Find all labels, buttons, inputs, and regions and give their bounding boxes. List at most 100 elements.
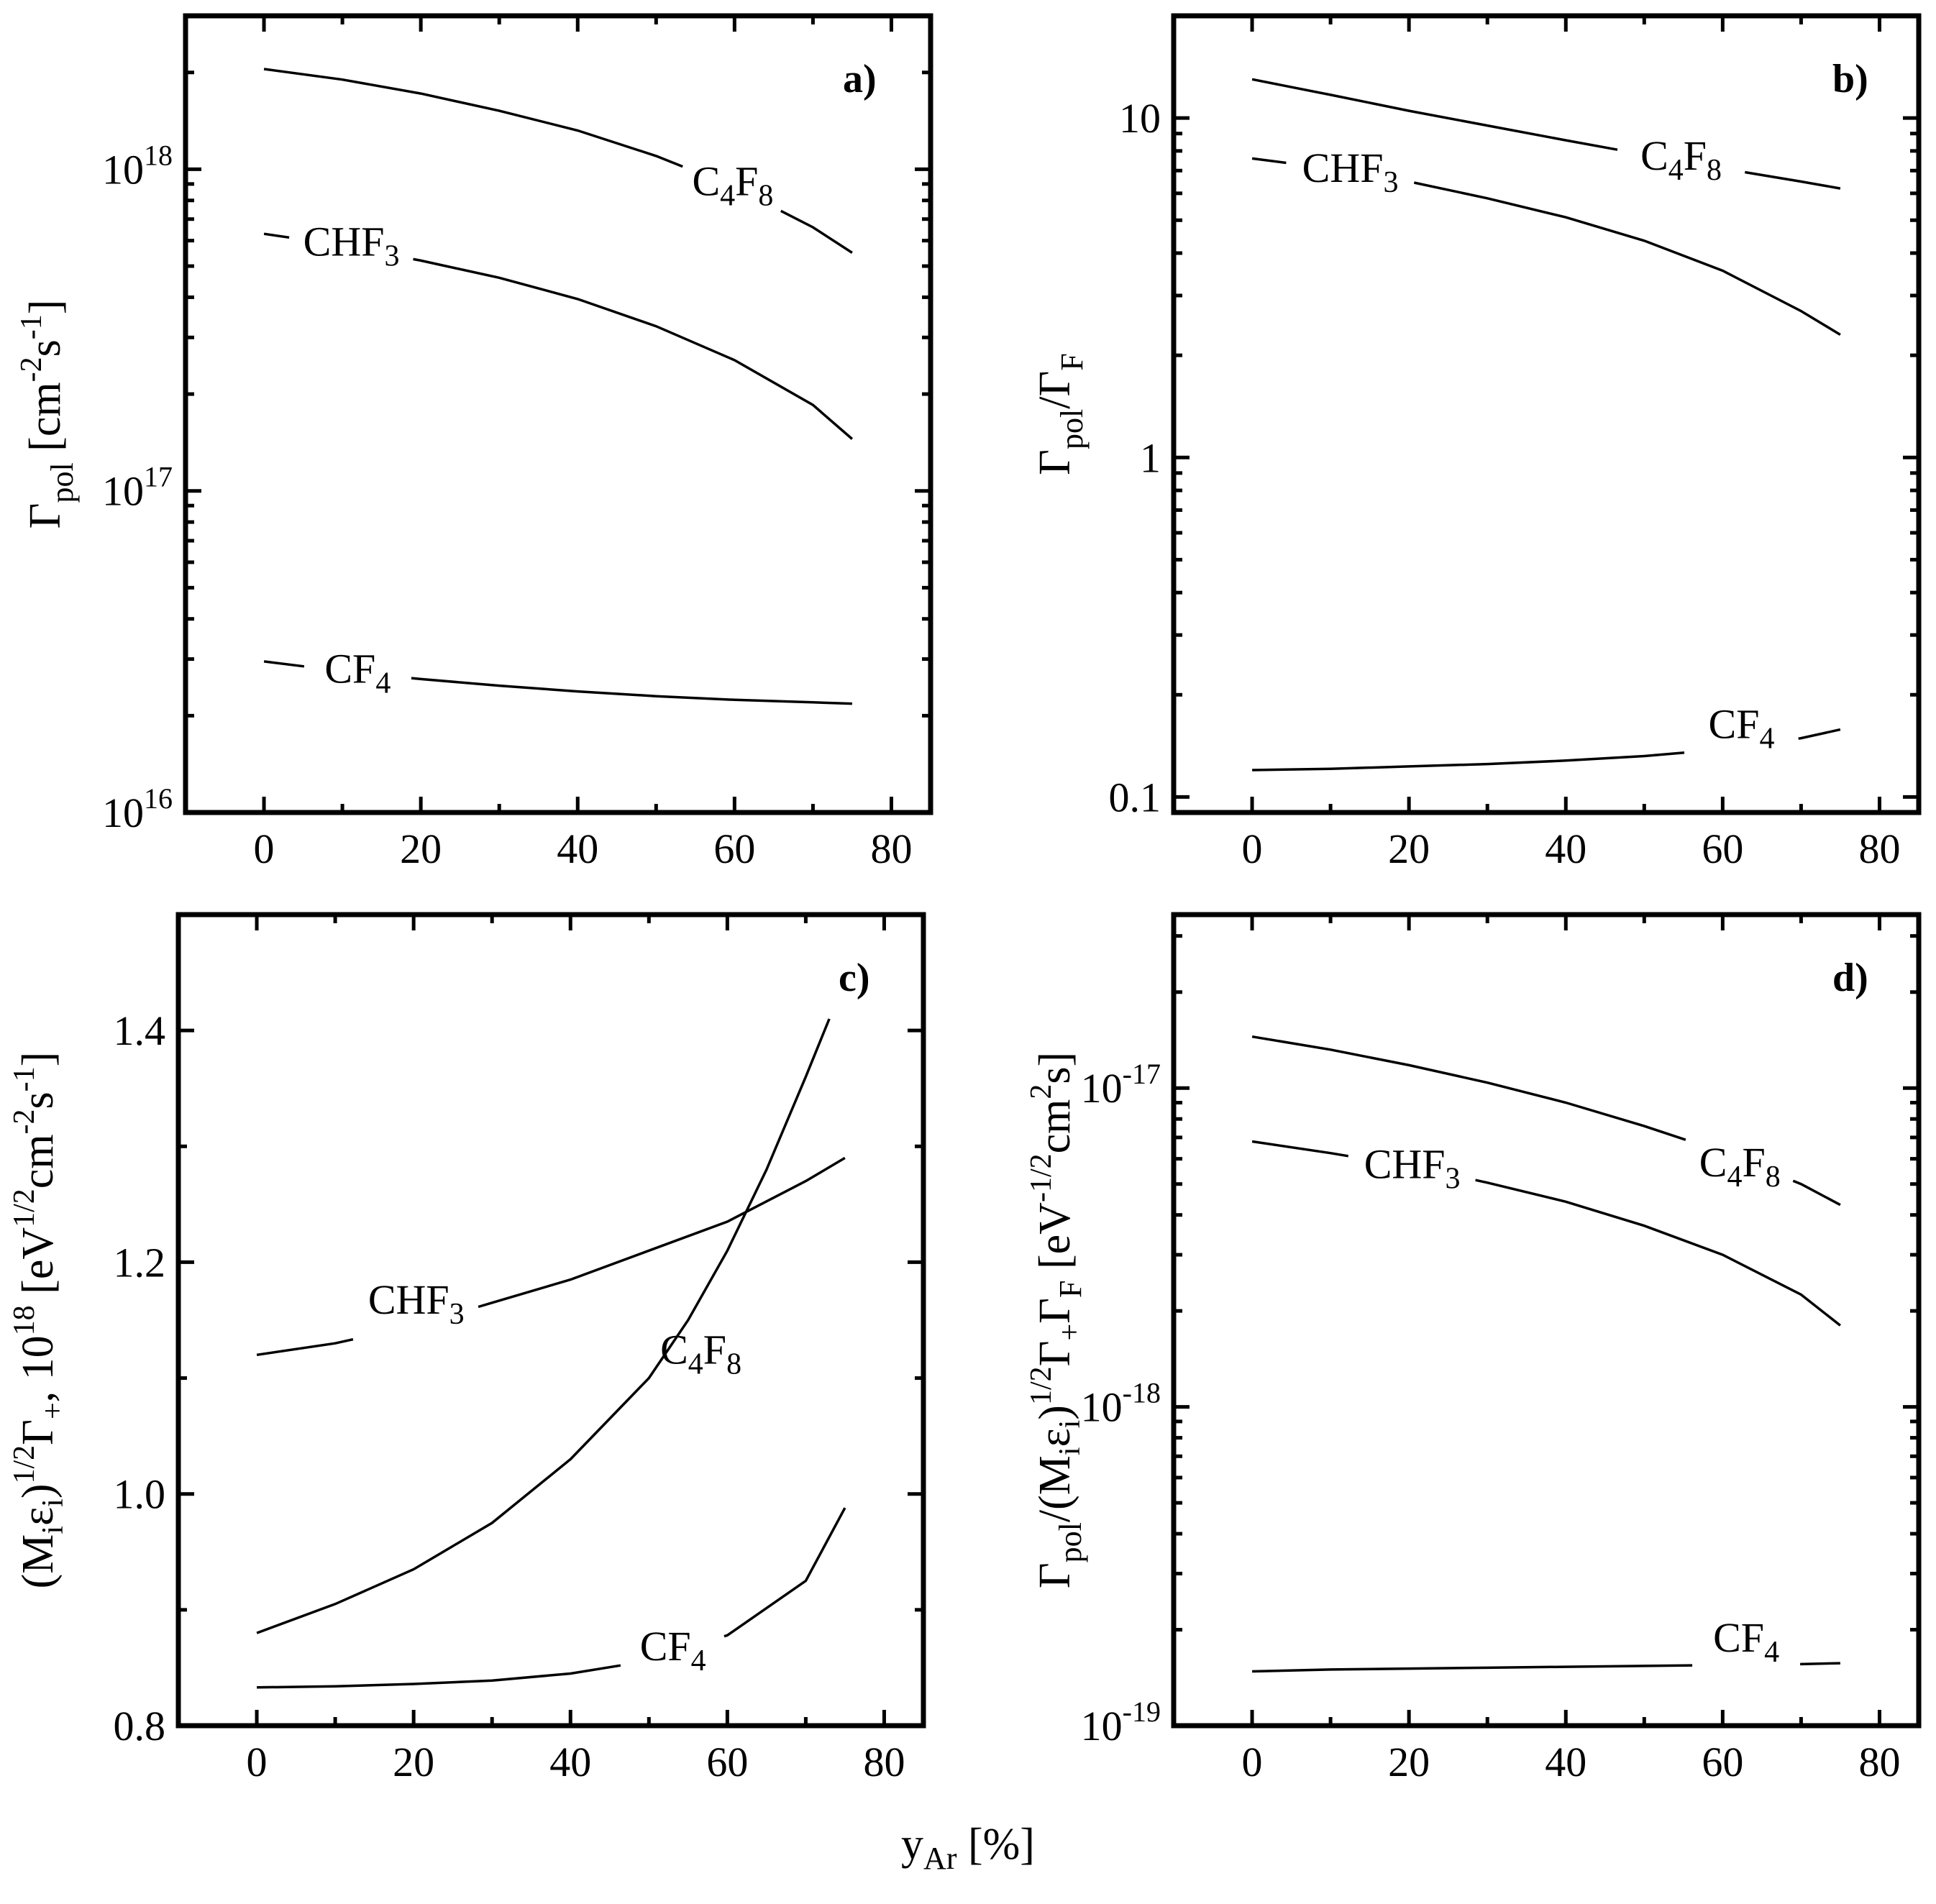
series-line-C4F8: [1251, 78, 1618, 151]
series-line-C4F8: [780, 209, 853, 254]
series-line-CF4: [1800, 1662, 1840, 1666]
x-tick-label: 40: [549, 1739, 591, 1785]
panel-a: 0 20 40 60 80 1016 1017 1018 C4F8 CHF3 CF4 a) Γpol […: [15, 13, 933, 872]
x-tick-label: 0: [1242, 825, 1263, 872]
x-tick-label: 20: [1388, 1739, 1430, 1785]
x-tick-label: 40: [1545, 1739, 1586, 1785]
series-CF4: CF4: [263, 646, 852, 705]
curve-label-C4F8: C4F8: [1640, 132, 1722, 187]
series-line-CHF3: [478, 1156, 846, 1309]
series-line-CHF3: [1413, 181, 1841, 336]
shared-x-axis-title: yAr [%]: [901, 1820, 1035, 1876]
plot-frame-d: [1171, 912, 1922, 1729]
x-tick-label: 80: [870, 825, 912, 872]
y-tick-label: 1017: [102, 461, 173, 515]
series-line-CHF3: [1475, 1178, 1841, 1327]
series-line-CF4: [411, 677, 852, 705]
shared-x-axis-title-unit: [%]: [956, 1820, 1034, 1869]
series-C4F8: C4F8: [1251, 78, 1841, 190]
x-tick-label: 0: [1242, 1739, 1263, 1785]
series-C4F8: C4F8: [1251, 1035, 1841, 1207]
series-CHF3: CHF3: [1251, 145, 1841, 336]
series-line-CHF3: [256, 1337, 354, 1357]
series-line-CF4: [723, 1507, 846, 1638]
y-tick-label: 1.0: [114, 1471, 166, 1518]
x-tick-label: 80: [1858, 1739, 1900, 1785]
y-tick-label: 10-19: [1081, 1695, 1161, 1749]
curve-label-CHF3: CHF3: [1364, 1140, 1461, 1195]
series-line-CF4: [1252, 1664, 1693, 1673]
panel-letter-b: b): [1832, 57, 1868, 101]
panel-letter-d: d): [1832, 956, 1868, 1000]
shared-x-axis-title-main: y: [901, 1820, 923, 1869]
curve-label-CHF3: CHF3: [1302, 145, 1399, 199]
series-line-C4F8: [263, 68, 683, 168]
series-line-CHF3: [263, 232, 290, 239]
y-tick-label: 10-17: [1081, 1058, 1161, 1112]
series-line-CF4: [257, 1664, 621, 1689]
series-line-CF4: [1252, 751, 1685, 772]
series-line-CHF3: [1251, 157, 1287, 165]
y-axis-title-d: Γpol/(Miεi)1/2Γ+ΓF [eV-1/2cm2s]: [1025, 1052, 1088, 1588]
y-tick-label: 1.2: [114, 1239, 166, 1286]
curve-label-CF4: CF4: [640, 1623, 706, 1678]
y-axis-title-c: (Miεi)1/2Γ+, 1018 [eV1/2cm-2s-1]: [8, 1052, 70, 1589]
panel-letter-c: c): [839, 956, 870, 1000]
x-tick-label: 40: [1545, 825, 1586, 872]
y-axis-title-a: Γpol [cm-2s-1]: [15, 300, 80, 529]
series-CHF3: CHF3: [256, 1156, 846, 1357]
panel-letter-a: a): [843, 57, 877, 101]
series-line-C4F8: [1792, 1179, 1841, 1207]
x-tick-label: 60: [706, 1739, 748, 1785]
series-line-C4F8: [1251, 1035, 1686, 1141]
panel-c: 0 20 40 60 80 0.8 1.0 1.2 1.4 CHF3 C4F8 CF4 c) (Miεi)…: [8, 912, 926, 1785]
series-line-CHF3: [1251, 1140, 1349, 1158]
x-tick-label: 80: [1858, 825, 1900, 872]
series-line-CHF3: [413, 257, 854, 440]
x-tick-label: 0: [254, 825, 275, 872]
curve-label-CF4: CF4: [1713, 1614, 1779, 1669]
series-CF4: CF4: [1252, 1614, 1840, 1673]
y-tick-label: 0.8: [114, 1703, 166, 1749]
y-axis-title-b: Γpol/ΓF: [1031, 353, 1090, 475]
y-tick-label: 1018: [102, 139, 173, 193]
plot-frame-a: [183, 13, 933, 815]
x-tick-label: 80: [863, 1739, 905, 1785]
curve-label-C4F8: C4F8: [1699, 1139, 1781, 1194]
series-line-CF4: [263, 660, 305, 668]
series-CF4: CF4: [257, 1507, 846, 1689]
x-tick-label: 20: [393, 1739, 434, 1785]
x-tick-label: 0: [247, 1739, 268, 1785]
x-tick-label: 40: [557, 825, 598, 872]
series-line-C4F8: [256, 1018, 831, 1634]
curve-label-C4F8: C4F8: [692, 157, 773, 212]
panel-b: 0 20 40 60 80 0.1 1 10 C4F8 CHF3 CF4 b) Γpol/ΓF: [1031, 13, 1922, 872]
x-tick-label: 20: [1388, 825, 1430, 872]
y-tick-label: 1.4: [114, 1007, 166, 1054]
panel-d: 0 20 40 60 80 10-19 10-18 10-17 C4F8 CHF3 CF4 d) Γpo…: [1025, 912, 1922, 1785]
series-C4F8: C4F8: [263, 68, 853, 254]
x-tick-label: 60: [713, 825, 755, 872]
series-C4F8: C4F8: [256, 1018, 831, 1634]
y-tick-label: 0.1: [1109, 774, 1161, 820]
series-CHF3: CHF3: [1251, 1140, 1841, 1327]
curve-label-CF4: CF4: [1709, 701, 1775, 756]
series-line-CF4: [1798, 728, 1841, 740]
curve-label-CHF3: CHF3: [368, 1276, 465, 1331]
x-tick-label: 60: [1702, 1739, 1743, 1785]
x-tick-label: 20: [400, 825, 442, 872]
y-tick-label: 1: [1140, 434, 1161, 481]
series-line-C4F8: [1745, 170, 1841, 190]
plot-frame-c: [175, 912, 926, 1729]
y-tick-label: 10: [1119, 95, 1161, 142]
curve-label-C4F8: C4F8: [660, 1326, 741, 1381]
x-tick-label: 60: [1702, 825, 1743, 872]
curve-label-CF4: CF4: [324, 646, 391, 700]
shared-x-axis-title-sub: Ar: [923, 1841, 957, 1876]
y-tick-label: 10-18: [1081, 1377, 1161, 1431]
series-CF4: CF4: [1252, 701, 1841, 772]
curve-label-CHF3: CHF3: [303, 219, 400, 273]
series-CHF3: CHF3: [263, 219, 854, 440]
plot-frame-b: [1171, 13, 1922, 815]
